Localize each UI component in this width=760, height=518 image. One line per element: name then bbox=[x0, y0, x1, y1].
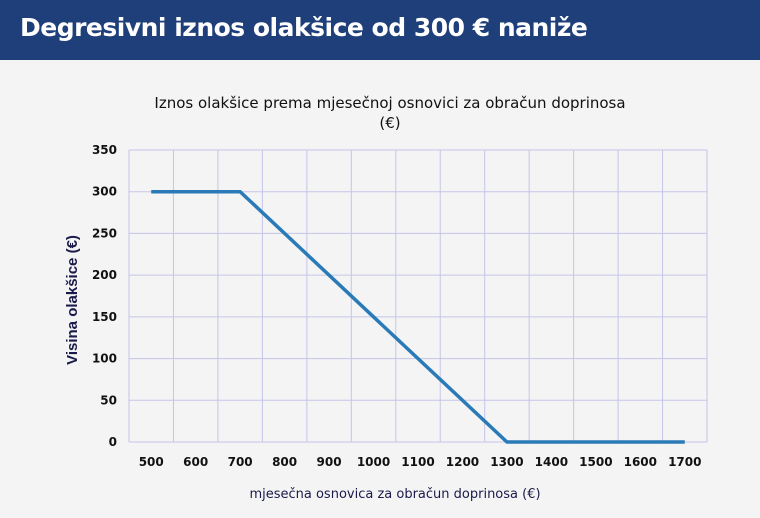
x-tick-label: 1700 bbox=[668, 455, 701, 469]
chart-title-line-1: Iznos olakšice prema mjesečnoj osnovici … bbox=[154, 94, 626, 112]
x-tick-label: 1300 bbox=[490, 455, 523, 469]
x-tick-label: 500 bbox=[139, 455, 164, 469]
y-tick-label: 250 bbox=[92, 226, 117, 240]
y-tick-label: 150 bbox=[92, 310, 117, 324]
y-tick-label: 50 bbox=[100, 393, 117, 407]
x-tick-label: 1600 bbox=[624, 455, 657, 469]
x-tick-label: 1000 bbox=[357, 455, 390, 469]
x-tick-label: 600 bbox=[183, 455, 208, 469]
chart-series bbox=[151, 189, 685, 444]
y-axis-title: Visina olakšice (€) bbox=[64, 235, 81, 365]
chart-grid bbox=[128, 149, 708, 443]
x-axis-ticks: 500 600 700 800 900 1000 1100 1200 1300 1400 1500 1… bbox=[139, 455, 702, 469]
y-tick-label: 200 bbox=[92, 268, 117, 282]
y-tick-label: 350 bbox=[92, 143, 117, 157]
x-tick-label: 800 bbox=[272, 455, 297, 469]
x-tick-label: 1500 bbox=[579, 455, 612, 469]
x-axis-title: mjesečna osnovica za obračun doprinosa (… bbox=[249, 487, 540, 502]
x-tick-label: 700 bbox=[228, 455, 253, 469]
chart-title: Iznos olakšice prema mjesečnoj osnovici … bbox=[40, 93, 740, 133]
x-tick-label: 900 bbox=[317, 455, 342, 469]
y-tick-label: 0 bbox=[109, 435, 117, 449]
y-tick-label: 300 bbox=[92, 185, 117, 199]
series-line bbox=[151, 189, 685, 444]
slide-title: Degresivni iznos olakšice od 300 € naniž… bbox=[20, 13, 588, 42]
y-axis-ticks: 0 50 100 150 200 250 300 350 bbox=[92, 143, 117, 449]
chart-title-line-2: (€) bbox=[379, 114, 401, 132]
y-tick-label: 100 bbox=[92, 352, 117, 366]
x-tick-label: 1200 bbox=[446, 455, 479, 469]
slide-header: Degresivni iznos olakšice od 300 € naniž… bbox=[0, 0, 760, 60]
x-tick-label: 1100 bbox=[401, 455, 434, 469]
x-tick-label: 1400 bbox=[535, 455, 568, 469]
